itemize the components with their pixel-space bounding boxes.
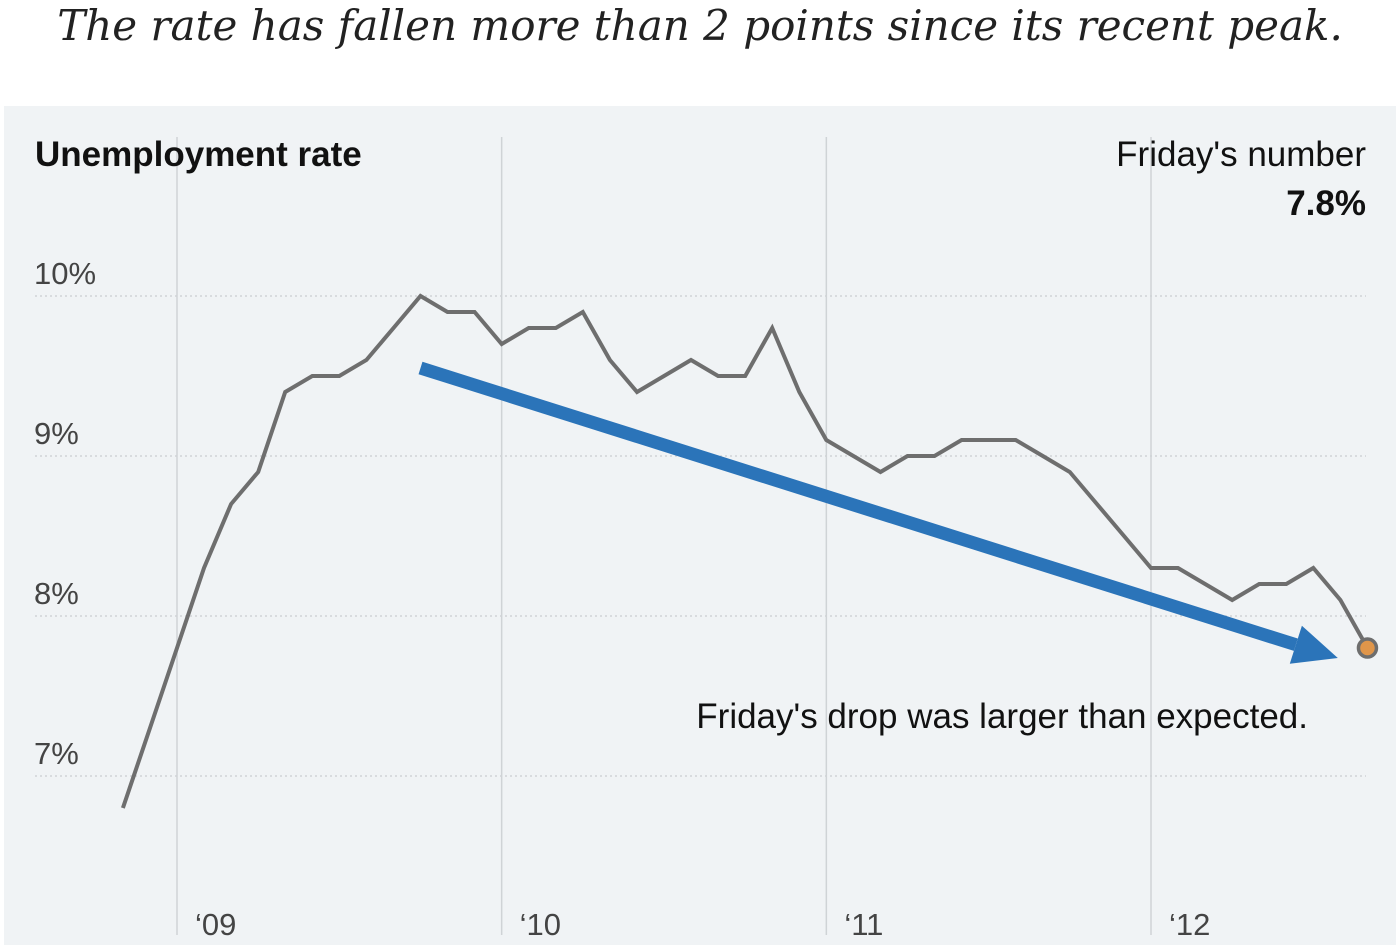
trend-arrow-head <box>1289 625 1338 664</box>
headline: The rate has fallen more than 2 points s… <box>57 1 1343 50</box>
grid-layer <box>35 137 1366 935</box>
chart-title: Unemployment rate <box>35 135 362 174</box>
x-tick-label: ‘12 <box>1169 907 1210 942</box>
latest-value: 7.8% <box>1286 184 1366 223</box>
arrow-layer <box>418 361 1338 664</box>
trend-arrow-shaft <box>418 361 1298 651</box>
x-tick-label: ‘09 <box>195 907 236 942</box>
label-layer: Unemployment rate Friday's number 7.8% F… <box>34 135 1366 942</box>
x-tick-label: ‘11 <box>844 907 883 942</box>
latest-point <box>1356 637 1379 659</box>
annotation-text: Friday's drop was larger than expected. <box>696 697 1308 736</box>
latest-label: Friday's number <box>1116 135 1366 174</box>
y-tick-label: 10% <box>34 256 96 291</box>
series-line <box>121 293 1370 809</box>
y-tick-label: 8% <box>34 576 79 611</box>
y-tick-label: 7% <box>34 736 79 771</box>
x-tick-label: ‘10 <box>520 907 561 942</box>
series-layer <box>121 293 1379 809</box>
chart-panel <box>4 106 1396 945</box>
y-tick-label: 9% <box>34 416 79 451</box>
